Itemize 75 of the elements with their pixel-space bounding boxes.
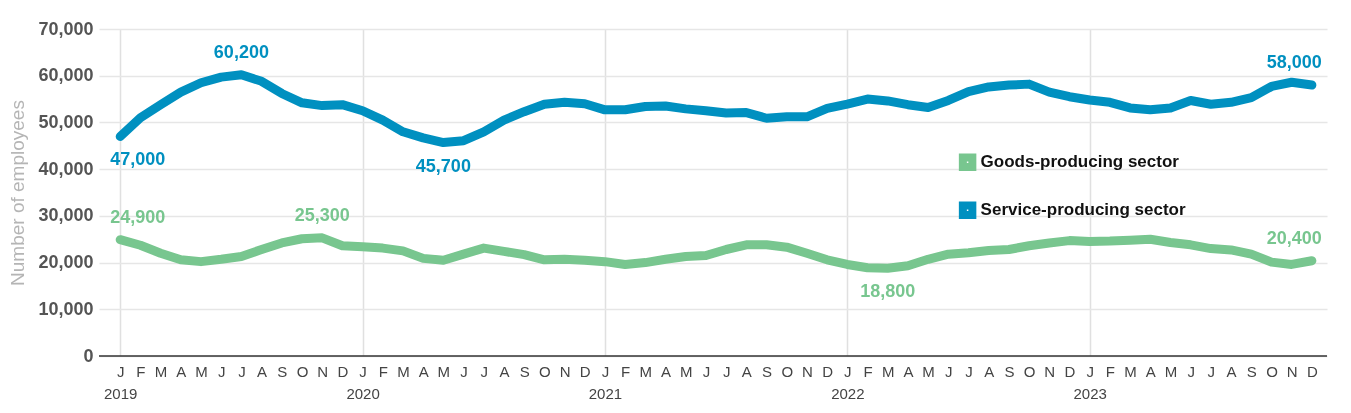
x-tick-label: M — [881, 362, 895, 380]
y-tick-label: 70,000 — [38, 18, 94, 39]
x-tick-label: A — [176, 362, 187, 380]
x-tick-label: M — [639, 362, 653, 380]
x-tick-label: S — [762, 362, 773, 380]
y-tick-label: 30,000 — [38, 205, 94, 226]
x-tick-label: D — [1306, 362, 1318, 380]
x-tick-label: D — [1064, 362, 1076, 380]
x-tick-label: A — [499, 362, 510, 380]
data-label: 47,000 — [110, 149, 166, 170]
x-tick-label: O — [539, 362, 551, 380]
x-tick-label: F — [1105, 362, 1115, 380]
x-tick-label: J — [722, 362, 731, 380]
x-tick-label: D — [822, 362, 834, 380]
x-tick-label: M — [922, 362, 935, 380]
x-tick-label: S — [519, 362, 530, 380]
y-tick-label: 0 — [83, 345, 94, 366]
x-tick-label: D — [337, 362, 349, 380]
y-tick-label: 20,000 — [38, 252, 94, 273]
data-label: 58,000 — [1266, 52, 1322, 73]
x-tick-label: J — [460, 362, 468, 380]
x-tick-label: F — [621, 362, 631, 380]
x-tick-label: O — [1023, 362, 1036, 380]
x-tick-label: A — [741, 362, 752, 380]
legend-label: Service-producing sector — [980, 200, 1186, 220]
data-label: 18,800 — [860, 281, 916, 302]
x-tick-label: M — [154, 362, 168, 380]
data-label: 20,400 — [1266, 227, 1322, 248]
x-tick-label: M — [1164, 362, 1178, 380]
x-tick-label: J — [945, 362, 953, 380]
x-tick-label: J 2019 — [104, 362, 138, 402]
x-tick-label: J — [965, 362, 973, 380]
x-tick-label: M — [437, 362, 451, 380]
x-tick-label: O — [1266, 362, 1278, 380]
x-tick-label: J — [217, 362, 226, 380]
y-tick-label: 50,000 — [38, 111, 94, 132]
x-tick-label: J — [238, 362, 246, 380]
x-tick-label: O — [296, 362, 309, 380]
y-tick-label: 10,000 — [38, 298, 94, 319]
x-tick-label: S — [1004, 362, 1015, 380]
x-tick-label: D — [579, 362, 591, 380]
x-tick-label: S — [1246, 362, 1257, 380]
data-label: 60,200 — [213, 41, 269, 62]
y-tick-label: 60,000 — [38, 65, 94, 86]
x-tick-label: O — [781, 362, 794, 380]
x-tick-label: A — [984, 362, 995, 380]
x-tick-label: A — [1145, 362, 1156, 380]
y-axis-title: Number of employees — [7, 100, 29, 286]
x-tick-label: A — [1226, 362, 1237, 380]
x-tick-label: M — [195, 362, 208, 380]
x-tick-label: N — [559, 362, 571, 380]
data-label: 24,900 — [110, 206, 166, 227]
data-label: 25,300 — [294, 204, 350, 225]
data-label: 45,700 — [415, 155, 471, 176]
x-tick-label: N — [1286, 362, 1298, 380]
x-tick-label: M — [679, 362, 693, 380]
x-tick-label: A — [418, 362, 429, 380]
y-tick-label: 40,000 — [38, 158, 94, 179]
x-tick-label: J — [1207, 362, 1216, 380]
x-tick-label: J — [1187, 362, 1195, 380]
x-tick-label: M — [397, 362, 410, 380]
x-tick-label: A — [257, 362, 268, 380]
x-tick-label: M — [1124, 362, 1137, 380]
x-tick-label: J — [702, 362, 711, 380]
x-tick-label: F — [136, 362, 146, 380]
x-tick-label: F — [863, 362, 873, 380]
x-tick-label: N — [317, 362, 329, 380]
x-tick-label: J — [480, 362, 489, 380]
x-tick-label: A — [661, 362, 672, 380]
x-tick-label: S — [277, 362, 288, 380]
x-tick-label: A — [903, 362, 914, 380]
legend-label: Goods-producing sector — [980, 152, 1180, 172]
x-tick-label: N — [802, 362, 813, 380]
x-tick-label: F — [378, 362, 388, 380]
x-tick-label: N — [1044, 362, 1056, 380]
